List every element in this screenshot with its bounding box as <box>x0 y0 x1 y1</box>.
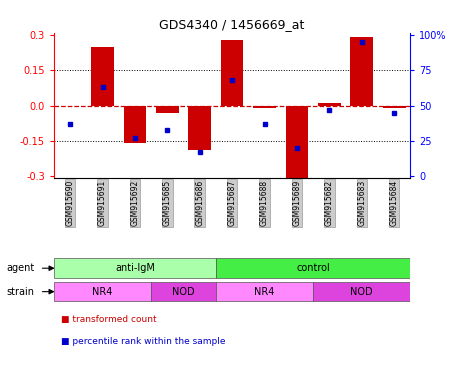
Text: GSM915684: GSM915684 <box>390 180 399 226</box>
Bar <box>124 106 146 143</box>
Text: GSM915689: GSM915689 <box>293 180 302 226</box>
Bar <box>54 282 151 301</box>
Bar <box>91 47 114 106</box>
Text: NOD: NOD <box>172 286 195 297</box>
Bar <box>156 106 179 113</box>
Text: GSM915690: GSM915690 <box>66 180 75 226</box>
Bar <box>216 282 313 301</box>
Bar <box>350 37 373 106</box>
Text: GSM915687: GSM915687 <box>227 180 237 226</box>
Bar <box>286 106 308 179</box>
Bar <box>318 103 340 106</box>
Text: GSM915688: GSM915688 <box>260 180 269 226</box>
Text: anti-IgM: anti-IgM <box>115 263 155 273</box>
Text: control: control <box>296 263 330 273</box>
Bar <box>313 282 410 301</box>
Text: GSM915683: GSM915683 <box>357 180 366 226</box>
Text: ■ transformed count: ■ transformed count <box>61 316 157 324</box>
Text: GSM915686: GSM915686 <box>195 180 204 226</box>
Text: GSM915685: GSM915685 <box>163 180 172 226</box>
Text: GSM915692: GSM915692 <box>130 180 139 226</box>
Text: strain: strain <box>6 286 34 297</box>
Text: agent: agent <box>6 263 34 273</box>
Text: NOD: NOD <box>350 286 373 297</box>
Text: GSM915691: GSM915691 <box>98 180 107 226</box>
Bar <box>383 106 406 108</box>
Text: NR4: NR4 <box>92 286 113 297</box>
Title: GDS4340 / 1456669_at: GDS4340 / 1456669_at <box>159 18 305 31</box>
Text: NR4: NR4 <box>254 286 275 297</box>
Bar <box>221 40 243 106</box>
Text: GSM915682: GSM915682 <box>325 180 334 226</box>
Bar <box>54 258 216 278</box>
Bar <box>253 106 276 108</box>
Bar <box>151 282 216 301</box>
Bar <box>189 106 211 150</box>
Text: ■ percentile rank within the sample: ■ percentile rank within the sample <box>61 337 226 346</box>
Bar <box>216 258 410 278</box>
